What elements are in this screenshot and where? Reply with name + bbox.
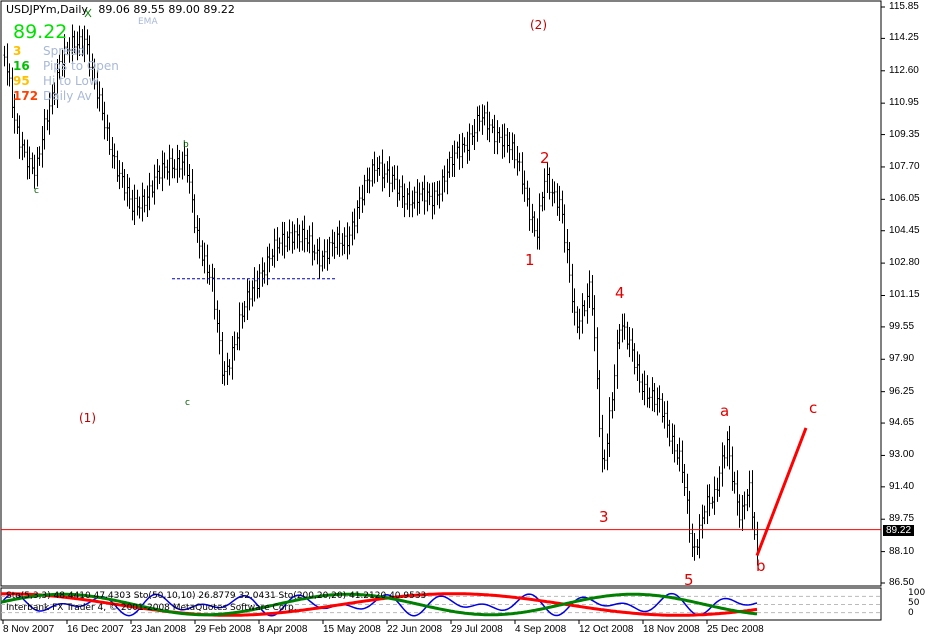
price-tick-label: 94.65 xyxy=(889,417,915,429)
wave-1-label: 1 xyxy=(525,251,535,269)
price-tick-label: 104.45 xyxy=(889,224,920,236)
time-tick-label: 23 Jan 2008 xyxy=(131,624,187,635)
wave-3-label: 3 xyxy=(599,508,609,526)
daily-av-value: 172 xyxy=(13,89,39,103)
hi-to-low-value: 95 xyxy=(13,74,30,88)
wave-c-projection-line xyxy=(755,427,808,557)
price-tick-label: 109.35 xyxy=(889,128,920,140)
price-tick-label: 115.85 xyxy=(889,1,919,12)
time-tick-label: 22 Jun 2008 xyxy=(387,624,443,635)
minor-b-label: b xyxy=(183,140,189,150)
chart-header: USDJPYm,Daily 89.06 89.55 89.00 89.22 xyxy=(6,3,235,16)
price-tick-label: 89.75 xyxy=(889,513,915,525)
wave-a-label: a xyxy=(720,402,730,420)
minor-c-label-1: c xyxy=(34,186,39,196)
price-tick-label: 91.40 xyxy=(889,480,915,492)
pips-to-open-label: Pips to Open xyxy=(43,59,119,73)
x-marker-icon xyxy=(84,8,92,18)
time-tick-label: 12 Oct 2008 xyxy=(579,624,634,635)
hi-to-low-label: Hi to Low xyxy=(43,74,99,88)
wave-c-label: c xyxy=(809,399,818,417)
symbol-label: USDJPYm,Daily xyxy=(6,3,88,16)
spread-label: Spread xyxy=(43,44,86,58)
time-tick-label: 15 May 2008 xyxy=(323,624,381,635)
ohlc-values: 89.06 89.55 89.00 89.22 xyxy=(98,3,235,16)
stochastic-lines xyxy=(0,592,881,617)
price-tick-label: 93.00 xyxy=(889,449,915,461)
wave-4-label: 4 xyxy=(615,284,625,302)
price-tick-label: 114.25 xyxy=(889,32,919,44)
wave-2-label: 2 xyxy=(540,149,550,167)
daily-av-label: Daily Av xyxy=(43,89,92,103)
wave-b-label: b xyxy=(756,557,766,575)
ohlc-bars xyxy=(3,24,759,566)
wave-5-label: 5 xyxy=(684,571,694,589)
time-tick-label: 8 Apr 2008 xyxy=(259,624,308,635)
time-tick-label: 18 Nov 2008 xyxy=(643,624,700,635)
time-tick-label: 25 Dec 2008 xyxy=(707,624,764,635)
stochastic-line-2 xyxy=(1,592,758,617)
wave-degree-2-label: (2) xyxy=(530,18,547,32)
price-tick-label: 96.25 xyxy=(889,385,915,397)
time-tick-label: 4 Sep 2008 xyxy=(515,624,567,635)
indicator-label: Sto(5,3,3) 48.4410 47.4303 Sto(50,10,10)… xyxy=(6,591,427,601)
price-tick-label: 99.55 xyxy=(889,320,915,332)
time-tick-label: 29 Jul 2008 xyxy=(451,624,503,635)
wave-degree-1-label: (1) xyxy=(79,411,96,425)
price-tick-label: 97.90 xyxy=(889,353,915,365)
price-tick-label: 110.95 xyxy=(889,97,919,109)
price-tick-label: 107.70 xyxy=(889,160,920,172)
price-tick-label: 106.05 xyxy=(889,193,920,205)
ema-label: EMA xyxy=(138,17,158,27)
pips-to-open-value: 16 xyxy=(13,59,30,73)
bid-price: 89.22 xyxy=(13,21,68,43)
time-tick-label: 16 Dec 2007 xyxy=(67,624,124,635)
axis-ticks xyxy=(2,6,885,624)
copyright-label: Interbank FX Trader 4, © 2001-2008 MetaQ… xyxy=(6,603,297,613)
price-tick-label: 101.15 xyxy=(889,289,920,301)
level-50-label: 50 xyxy=(908,598,920,608)
stochastic-line-3 xyxy=(0,592,758,617)
price-tick-label: 102.80 xyxy=(889,257,920,269)
price-tick-label: 112.60 xyxy=(889,64,919,76)
minor-c-label-2: c xyxy=(185,398,190,408)
time-tick-label: 29 Feb 2008 xyxy=(195,624,252,635)
price-tick-label: 86.50 xyxy=(889,577,915,588)
level-100-label: 100 xyxy=(908,588,926,598)
level-0-label: 0 xyxy=(908,608,914,618)
time-tick-label: 8 Nov 2007 xyxy=(3,624,55,635)
current-price-box: 89.22 xyxy=(883,525,915,536)
spread-value: 3 xyxy=(13,44,22,58)
info-panel: 89.22 3 Spread 16 Pips to Open 95 Hi to … xyxy=(0,0,130,110)
price-tick-label: 88.10 xyxy=(889,545,915,557)
